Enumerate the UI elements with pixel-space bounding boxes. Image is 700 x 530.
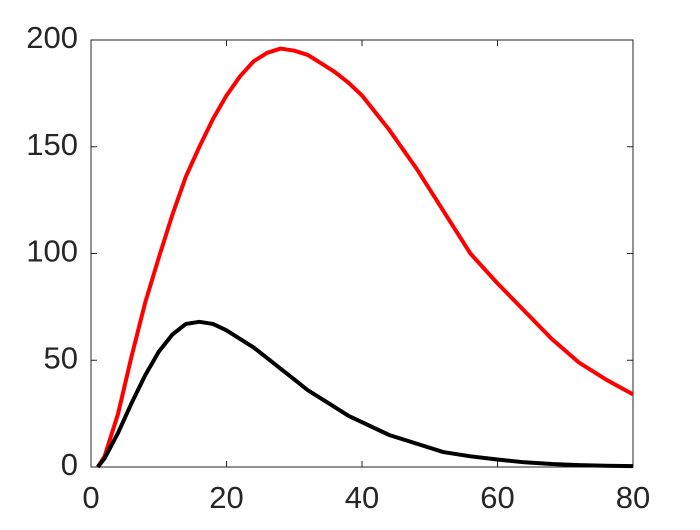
x-tick-label: 0 — [82, 480, 99, 515]
axes-box — [90, 39, 634, 468]
y-tick-label: 100 — [26, 234, 78, 269]
line — [96, 46, 634, 469]
line — [96, 319, 634, 469]
x-tick-label: 20 — [209, 480, 243, 515]
x-tick-label: 80 — [616, 480, 650, 515]
x-tick-label: 60 — [480, 480, 514, 515]
y-tick-label: 150 — [26, 127, 78, 162]
y-tick-label: 0 — [61, 447, 78, 482]
y-tick-label: 200 — [26, 20, 78, 55]
x-tick-label: 40 — [345, 480, 379, 515]
y-tick-label: 50 — [44, 340, 78, 375]
